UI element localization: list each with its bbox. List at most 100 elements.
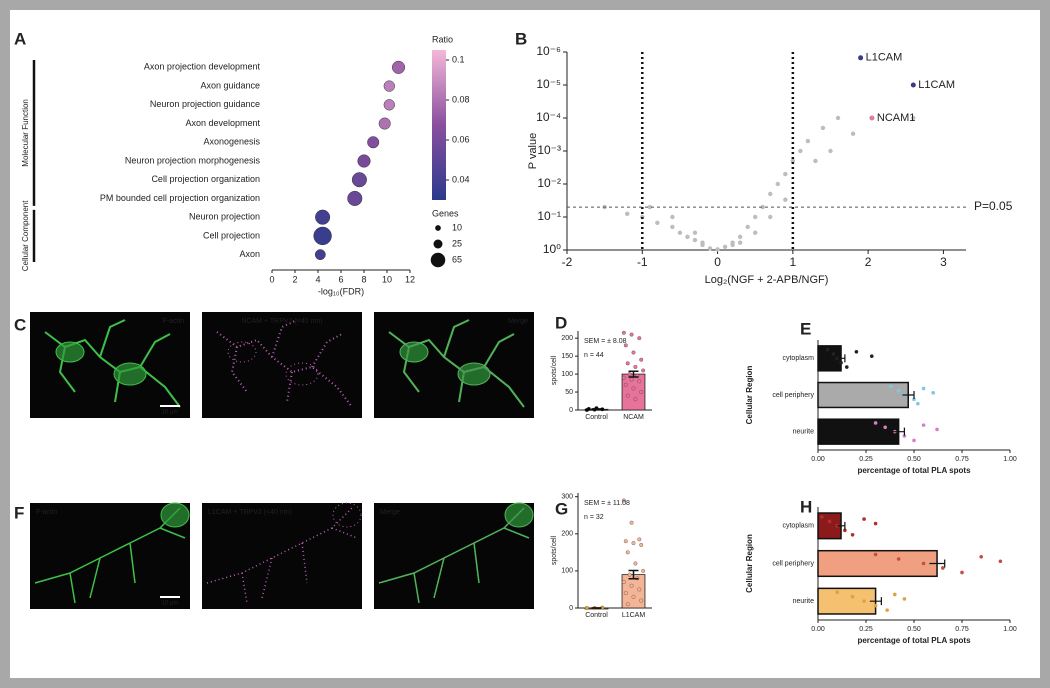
x-tick-label: 3 <box>940 255 947 269</box>
highlight-point <box>869 115 875 121</box>
size-legend-dot <box>435 225 441 231</box>
image-label: L1CAM + TRPV2 (<40 nm) <box>208 509 292 516</box>
x-tick-label: 2 <box>865 255 872 269</box>
x-tick-label: 0.75 <box>955 456 969 463</box>
point <box>737 240 743 245</box>
x-tick-label: 0.75 <box>955 626 969 633</box>
data-point <box>639 357 644 362</box>
x-tick-label: NCAM <box>623 414 644 421</box>
panel-letter: A <box>14 29 26 48</box>
annotation: SEM = ± 8.08 <box>584 338 627 345</box>
data-point <box>850 594 855 599</box>
point <box>911 115 916 121</box>
data-point <box>629 332 634 337</box>
category-label: cytoplasm <box>782 355 814 362</box>
data-point <box>827 519 832 524</box>
image-label: F-actin <box>163 318 185 325</box>
data-point <box>633 364 638 369</box>
x-axis-label: Log₂(NGF + 2-APB/NGF) <box>705 274 829 286</box>
point <box>685 234 690 240</box>
colorbar-tick-label: 0.08 <box>452 94 470 104</box>
data-point <box>621 330 626 335</box>
y-tick-label: 100 <box>561 568 573 575</box>
y-axis-label: spots/cell <box>551 355 558 385</box>
category-label: Axon development <box>185 118 260 128</box>
data-point <box>831 352 836 356</box>
data-point <box>631 350 636 355</box>
y-tick-label: 10⁻² <box>537 176 561 190</box>
image-label: Merge <box>508 318 528 325</box>
point <box>813 158 818 164</box>
y-tick-label: 150 <box>561 353 573 360</box>
point <box>768 214 773 220</box>
point <box>753 214 758 220</box>
data-point <box>902 597 907 601</box>
data-point <box>625 393 630 398</box>
panel-letter: D <box>555 313 567 332</box>
x-tick-label: Control <box>585 612 608 619</box>
scale-bar-label: 10 µm <box>162 410 179 416</box>
x-tick-label: 12 <box>405 274 415 284</box>
panel-letter: F <box>14 503 24 522</box>
bar <box>817 381 909 409</box>
data-point <box>623 343 628 348</box>
point <box>798 148 803 154</box>
error-bar <box>929 559 946 568</box>
x-tick-label: 4 <box>315 274 320 284</box>
data-point <box>629 583 634 588</box>
y-tick-label: 10⁻⁶ <box>536 44 561 58</box>
point <box>828 148 833 154</box>
highlight-label: L1CAM <box>866 52 903 64</box>
data-point <box>835 590 839 595</box>
dot <box>383 99 395 111</box>
data-point <box>873 421 878 425</box>
size-legend-dot <box>433 239 443 249</box>
data-point <box>631 541 636 546</box>
colorbar <box>432 50 446 200</box>
x-tick-label: 1 <box>790 255 797 269</box>
x-tick-label: 0 <box>714 255 721 269</box>
data-point <box>931 391 935 395</box>
data-point <box>883 425 887 430</box>
point <box>715 247 720 252</box>
size-legend-label: 65 <box>452 254 462 264</box>
category-label: Axon <box>239 249 260 259</box>
data-point <box>627 372 632 377</box>
data-point <box>850 532 855 537</box>
y-tick-label: 200 <box>561 531 573 538</box>
x-tick-label: 0.00 <box>811 456 825 463</box>
x-axis-label: percentage of total PLA spots <box>857 636 971 645</box>
image-label: NCAM + TRPV2 (<40 nm) <box>241 318 322 325</box>
data-point <box>637 587 642 592</box>
data-point <box>623 591 628 596</box>
micrograph <box>202 312 362 418</box>
scale-bar-label: 10 µm <box>162 601 179 607</box>
data-point <box>623 539 628 544</box>
data-point <box>998 559 1003 564</box>
y-tick-label: 200 <box>561 335 573 342</box>
data-point <box>825 347 830 352</box>
annotation: n = 44 <box>584 352 604 359</box>
highlight-label: NCAM1 <box>877 112 916 124</box>
bar <box>817 549 938 578</box>
x-axis-label: percentage of total PLA spots <box>857 466 971 475</box>
data-point <box>637 379 642 384</box>
data-point <box>629 520 634 525</box>
size-legend-title: Genes <box>432 208 459 218</box>
panel-letter: C <box>14 315 26 334</box>
dot <box>391 60 406 74</box>
data-point <box>633 561 638 566</box>
charts: 0 2 4 6 8 10 12-log₁₀(FDR)Axon projection deve… <box>21 34 1017 645</box>
category-label: neurite <box>793 598 815 605</box>
data-point <box>896 557 901 561</box>
data-point <box>843 528 847 533</box>
colorbar-tick-label: 0.1 <box>452 54 465 64</box>
bar <box>817 587 877 615</box>
data-point <box>631 594 636 599</box>
x-tick-label: 8 <box>361 274 366 284</box>
category-label: cytoplasm <box>782 523 814 530</box>
data-point <box>979 554 983 559</box>
dot <box>315 209 331 225</box>
x-tick-label: 2 <box>292 274 297 284</box>
